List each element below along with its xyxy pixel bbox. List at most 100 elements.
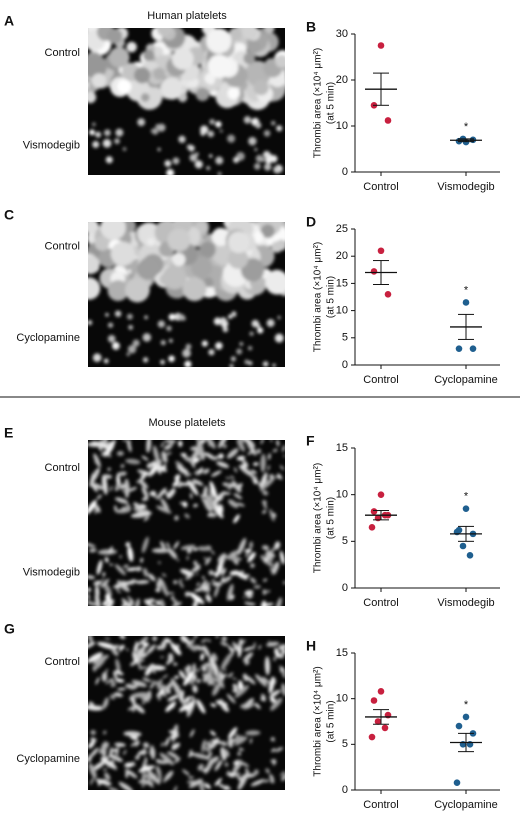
platelet [199,467,203,474]
microscopy-image [88,636,285,790]
platelet [191,480,197,485]
platelet [88,548,97,553]
platelet [88,575,96,580]
y-tick-label: 15 [336,277,348,289]
platelet [190,695,195,700]
platelet [114,564,126,576]
platelet [156,580,161,591]
platelet [270,155,278,163]
platelet [238,747,244,751]
platelet [246,40,261,54]
platelet [88,542,96,548]
platelet [125,277,150,303]
platelet [215,121,222,128]
platelet [144,315,148,320]
platelet [258,644,262,650]
platelet [137,222,161,246]
platelet [201,739,206,751]
platelet [245,730,261,736]
platelet [273,656,277,662]
platelet [195,573,199,575]
platelet [160,639,167,651]
platelet [180,636,184,643]
platelet [174,675,179,679]
platelet [169,338,173,343]
platelet [211,660,219,676]
platelet [125,542,131,548]
platelet [172,157,180,165]
platelet [105,313,109,317]
platelet [260,440,264,445]
platelet [277,315,281,320]
platelet [88,222,99,234]
platelet [182,277,207,302]
platelet [253,162,261,170]
platelet [186,555,189,560]
platelet [136,566,142,572]
platelet [102,768,108,771]
data-point [381,724,389,732]
y-tick-label: 15 [336,647,348,659]
platelet [163,464,167,469]
y-axis-label: (at 5 min) [326,82,337,124]
platelet [131,679,147,688]
image-label: Control [45,47,80,59]
platelet [229,364,234,367]
platelet [167,228,191,252]
platelet [242,673,249,682]
platelet [252,642,256,650]
platelet [95,778,112,786]
platelet [102,697,109,710]
x-tick-label: Control [363,374,398,386]
platelet [132,339,140,347]
platelet [276,125,283,132]
platelet [90,730,96,735]
platelet [127,546,134,562]
platelet [115,128,124,137]
platelet [114,488,119,491]
platelet [261,676,270,684]
platelet [268,676,275,694]
platelet [161,573,167,577]
platelet [269,690,280,699]
platelet [244,589,254,596]
platelet [244,602,256,606]
platelet [249,738,253,744]
platelet [110,681,116,688]
platelet [183,670,195,686]
platelet [200,662,212,669]
panel-letter: H [306,638,316,654]
platelet [191,565,201,573]
platelet [157,147,161,152]
platelet [244,702,251,709]
significance-mark: * [464,284,469,296]
x-tick-label: Vismodegib [437,597,494,609]
platelet [189,153,198,162]
platelet [126,313,133,320]
platelet [92,122,96,127]
platelet [137,118,146,127]
platelet [202,584,209,592]
platelet [157,692,162,701]
platelet [165,701,177,712]
image-label: Vismodegib [23,567,80,579]
platelet [125,458,141,465]
platelet [160,441,165,448]
platelet [94,236,110,251]
platelet [150,747,156,760]
platelet [134,66,151,84]
platelet [210,550,215,555]
platelet [184,513,190,519]
platelet [119,645,124,652]
platelet [162,265,187,290]
platelet [215,565,224,578]
data-point [384,117,392,124]
platelet [200,638,208,643]
platelet [92,140,100,148]
y-axis-label: Thrombi area (×10⁴ μm²) [313,463,324,573]
platelet [168,313,176,321]
platelet [88,255,100,275]
platelet [143,748,147,755]
platelet [238,750,241,755]
platelet [160,498,170,512]
